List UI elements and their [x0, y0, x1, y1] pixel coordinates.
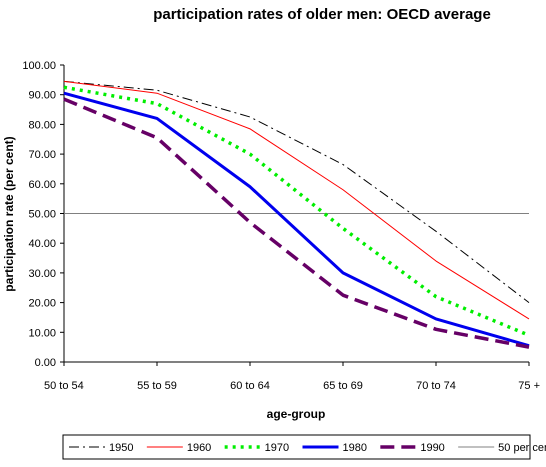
x-tick-label: 70 to 74 [416, 380, 456, 392]
x-tick-label: 75 + [518, 380, 540, 392]
series-line-1990 [63, 97, 530, 349]
y-tick-label: 40.00 [28, 238, 56, 250]
y-tick-label: 0.00 [35, 357, 56, 369]
y-tick-label: 10.00 [28, 327, 56, 339]
legend-label: 1960 [187, 442, 211, 454]
legend-label: 1990 [420, 442, 444, 454]
y-tick-label: 90.00 [28, 90, 56, 102]
x-axis-label: age-group [267, 407, 326, 421]
y-axis-ticks: 0.00 10.00 20.00 30.00 40.00 50.00 60.00 70.00 8… [22, 60, 64, 369]
series-line-1960 [63, 80, 530, 320]
legend-label: 1980 [343, 442, 367, 454]
y-tick-label: 50.00 [28, 209, 56, 221]
legend-label: 50 per cent [498, 442, 546, 454]
series-line-1950 [63, 80, 530, 303]
legend-box [62, 434, 531, 460]
series-line-1980 [63, 91, 530, 348]
y-tick-label: 30.00 [28, 268, 56, 280]
x-axis-ticks: 50 to 54 55 to 59 60 to 64 65 to 69 70 to 74… [44, 362, 540, 392]
x-tick-label: 50 to 54 [44, 380, 84, 392]
legend: 1950 1960 1970 1980 1990 50 per cent [69, 442, 546, 454]
y-tick-label: 80.00 [28, 119, 56, 131]
y-tick-label: 100.00 [22, 60, 56, 72]
x-tick-label: 65 to 69 [323, 380, 363, 392]
chart-title: participation rates of older men: OECD a… [153, 6, 491, 23]
series-lines [63, 80, 530, 349]
legend-label: 1950 [109, 442, 133, 454]
x-tick-label: 60 to 64 [230, 380, 270, 392]
y-tick-label: 70.00 [28, 149, 56, 161]
legend-label: 1970 [265, 442, 289, 454]
y-tick-label: 60.00 [28, 179, 56, 191]
y-tick-label: 20.00 [28, 298, 56, 310]
x-tick-label: 55 to 59 [137, 380, 177, 392]
y-axis-label: participation rate (per cent) [2, 136, 16, 291]
